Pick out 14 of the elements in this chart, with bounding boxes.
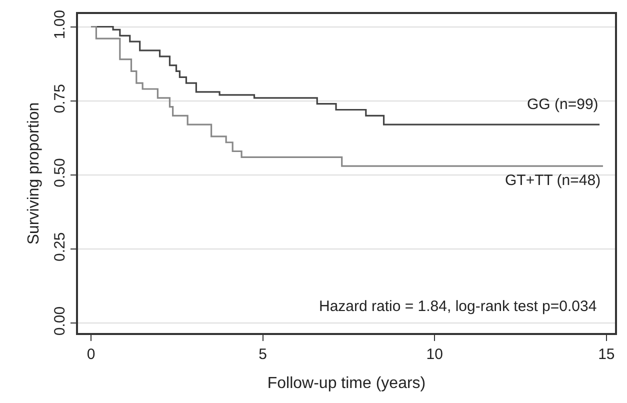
x-tick-label: 15: [598, 346, 615, 363]
y-tick-label: 1.00: [51, 10, 68, 40]
x-axis-title: Follow-up time (years): [267, 374, 426, 392]
x-tick-label: 5: [258, 346, 268, 363]
series-label: GG (n=99): [527, 96, 598, 113]
y-tick-label: 0.75: [51, 84, 68, 114]
y-tick-label: 0.25: [51, 232, 68, 262]
x-tick-label: 10: [426, 346, 443, 363]
y-tick-label: 0.00: [51, 306, 68, 336]
series-label: GT+TT (n=48): [505, 172, 601, 189]
y-axis-title: Surviving proportion: [26, 102, 43, 245]
y-tick-label: 0.50: [51, 158, 68, 188]
x-tick-label: 0: [86, 346, 96, 363]
annotation: Hazard ratio = 1.84, log-rank test p=0.034: [319, 298, 597, 315]
